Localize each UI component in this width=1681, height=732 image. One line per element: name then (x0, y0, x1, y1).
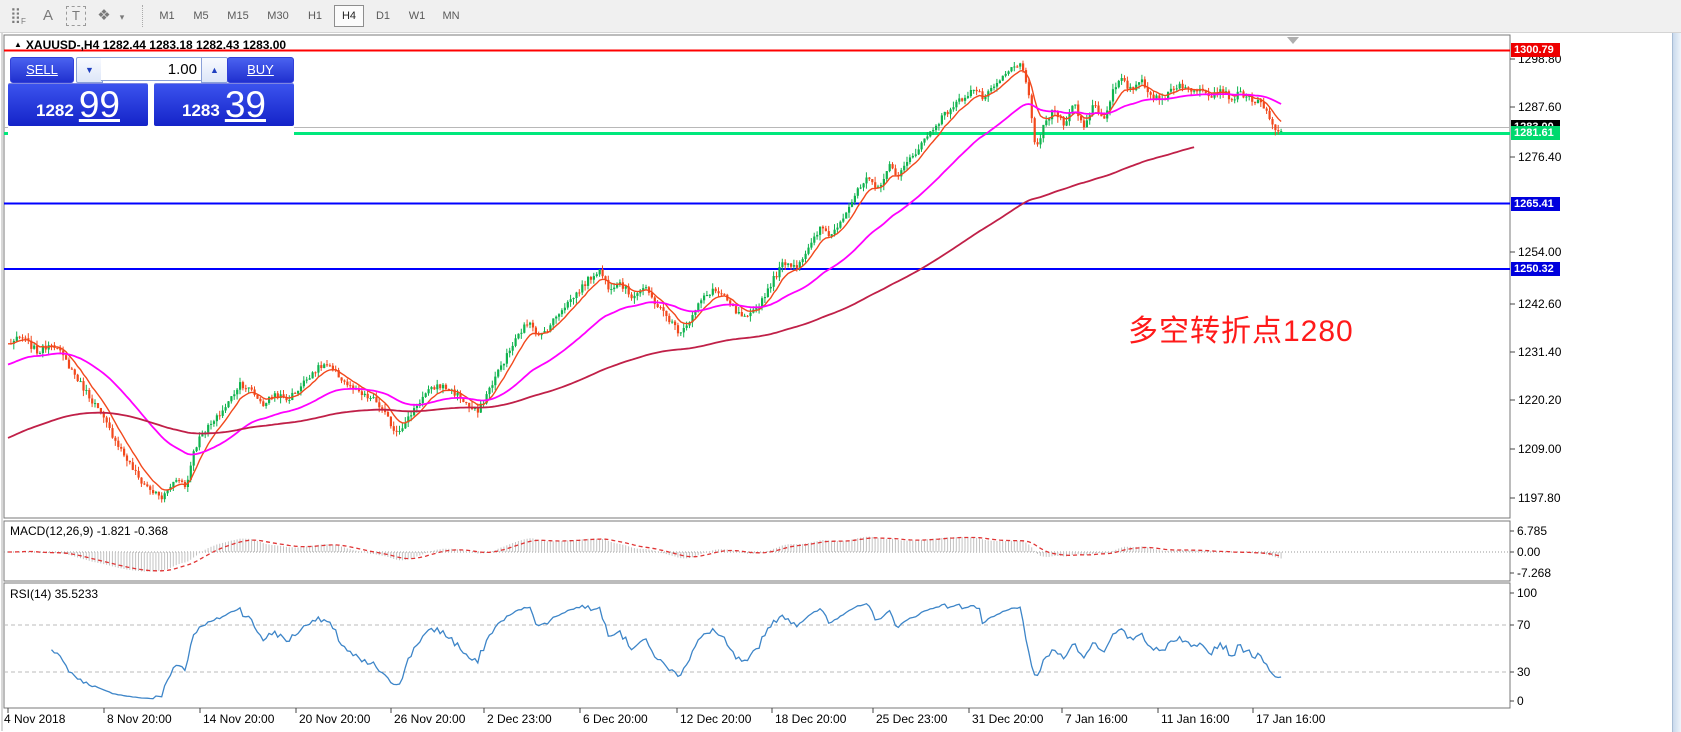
price-line-badge: 1281.61 (1511, 126, 1560, 140)
volume-input[interactable] (101, 57, 201, 81)
price-line-badge: 1300.79 (1511, 43, 1560, 57)
chart-annotation-text: 多空转折点1280 (1128, 315, 1354, 348)
bid-main-digits: 1282 (36, 101, 74, 120)
templates-grid-icon[interactable]: ⣿F (10, 6, 26, 26)
macd-histogram (13, 536, 1282, 572)
timeframe-button-m15[interactable]: M15 (227, 10, 249, 22)
volume-decrease-button[interactable]: ▼ (76, 57, 103, 83)
buy-button[interactable]: BUY (227, 57, 294, 83)
timeframe-button-h1[interactable]: H1 (307, 10, 323, 22)
sell-button[interactable]: SELL (10, 57, 74, 83)
cursor-tool-icon[interactable]: ❖ (97, 6, 111, 24)
timeframe-button-d1[interactable]: D1 (375, 10, 391, 22)
dropdown-caret-icon[interactable]: ▾ (119, 11, 125, 22)
timeframe-button-m30[interactable]: M30 (267, 10, 289, 22)
rsi-line (51, 602, 1282, 700)
ma-fast (8, 69, 1282, 491)
volume-increase-button[interactable]: ▲ (201, 57, 228, 83)
vertical-scrollbar[interactable] (1672, 33, 1681, 732)
ma-mid (7, 93, 1282, 456)
ask-pip-digits: 39 (224, 84, 266, 125)
rsi-label: RSI(14) 35.5233 (10, 587, 99, 601)
ohlc-readout: XAUUSD-,H4 1282.44 1283.18 1282.43 1283.… (25, 38, 287, 52)
text-box-icon[interactable]: T (66, 5, 86, 26)
ask-main-digits: 1283 (182, 101, 220, 120)
text-label-icon[interactable]: A (42, 6, 53, 24)
one-click-trade-panel: SELL ▼ ▲ BUY 1282 99 1283 39 (8, 55, 294, 141)
symbol-triangle-icon: ▲ (14, 40, 22, 49)
ask-price-display[interactable]: 1283 39 (154, 83, 294, 126)
macd-label: MACD(12,26,9) -1.821 -0.368 (10, 524, 169, 538)
timeframe-button-m5[interactable]: M5 (193, 10, 209, 22)
price-line-badge: 1265.41 (1511, 197, 1560, 211)
timeframe-button-mn[interactable]: MN (442, 10, 460, 22)
timeframe-button-w1[interactable]: W1 (408, 10, 426, 22)
timeframe-button-group: M1 M5 M15 M30 H1 H4 D1 W1 MN (152, 5, 470, 27)
bid-pip-digits: 99 (78, 84, 120, 125)
toolbar-separator (142, 5, 144, 27)
chart-header: ▲ XAUUSD-,H4 1282.44 1283.18 1282.43 1283… (14, 38, 286, 52)
toolbar-icon-group: ⣿F A T ❖ ▾ (0, 4, 128, 29)
timeframe-button-m1[interactable]: M1 (159, 10, 175, 22)
toolbar: ⣿F A T ❖ ▾ M1 M5 M15 M30 H1 H4 D1 W1 MN (0, 0, 1681, 33)
ma-slow (7, 146, 1195, 439)
bid-price-display[interactable]: 1282 99 (8, 83, 148, 126)
price-line-badge: 1250.32 (1511, 262, 1560, 276)
macd-signal-line (8, 536, 1282, 572)
timeframe-button-h4[interactable]: H4 (334, 5, 364, 27)
